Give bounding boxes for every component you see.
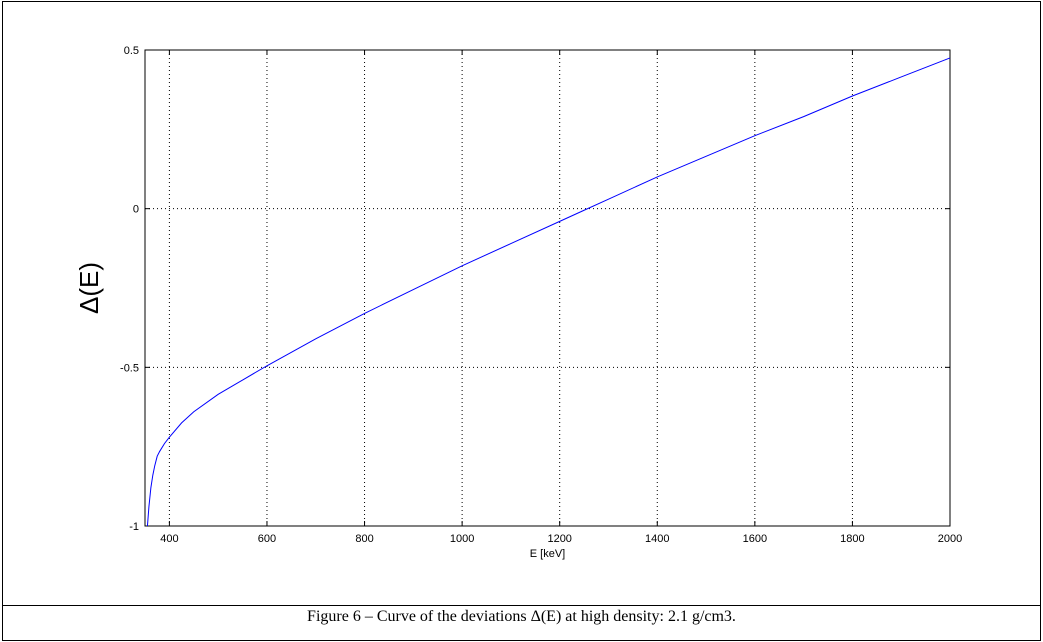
y-tick-label: -0.5 <box>120 362 139 374</box>
deviation-curve <box>146 57 951 527</box>
figure-caption: Figure 6 – Curve of the deviations Δ(E) … <box>307 608 736 625</box>
y-tick-label: -1 <box>129 521 139 533</box>
y-axis-label: Δ(E) <box>74 262 104 314</box>
x-tick-label: 400 <box>160 533 178 545</box>
x-tick-label: 2000 <box>938 533 962 545</box>
x-tick-label: 1600 <box>743 533 767 545</box>
caption-divider <box>3 605 1040 606</box>
x-tick-label: 600 <box>258 533 276 545</box>
label-layer: E [keV] Δ(E) <box>74 262 565 560</box>
y-tick-label: 0.5 <box>124 45 139 57</box>
x-axis-label: E [keV] <box>530 548 565 560</box>
x-tick-label: 800 <box>355 533 373 545</box>
x-tick-label: 1800 <box>840 533 864 545</box>
x-tick-label: 1200 <box>547 533 571 545</box>
x-tick-label: 1400 <box>645 533 669 545</box>
grid-layer <box>145 49 951 527</box>
plot-area <box>144 49 951 527</box>
tick-layer: 400 600 800 1000 1200 1400 1600 1800 2000 -1 -0.5 0… <box>120 45 962 545</box>
x-tick-label: 1000 <box>450 533 474 545</box>
series-layer <box>146 57 951 527</box>
y-tick-label: 0 <box>133 204 139 216</box>
